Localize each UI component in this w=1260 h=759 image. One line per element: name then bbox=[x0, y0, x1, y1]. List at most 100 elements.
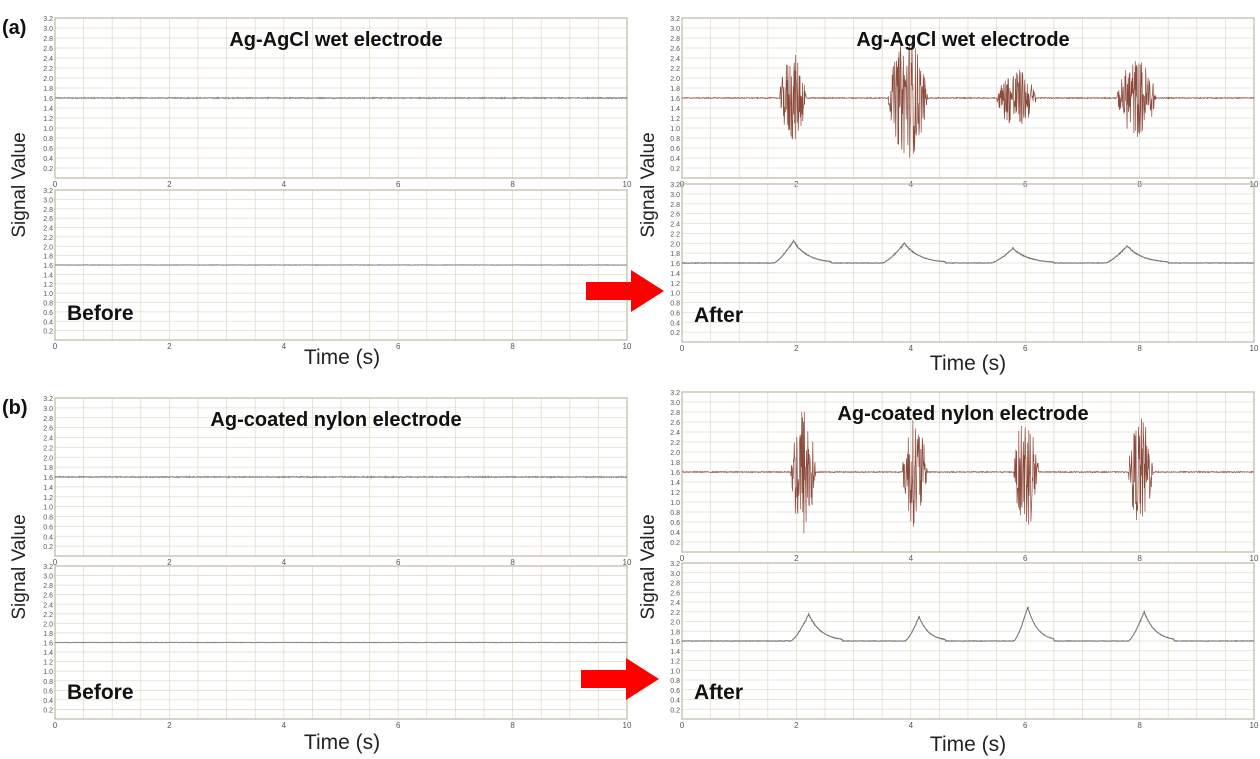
plot-b-after-emg: 0.2 0.4 0.6 0.8 1.0 1.2 1.4 1.6 1.8 2.0 2.2 2.4 2.6 2… bbox=[670, 390, 1259, 563]
y-tick-label: 0.4 bbox=[670, 320, 680, 327]
y-tick-label: 0.8 bbox=[670, 678, 680, 685]
y-tick-label: 1.8 bbox=[670, 460, 680, 467]
y-tick-label: 2.2 bbox=[43, 445, 53, 452]
x-tick-label: 10 bbox=[623, 558, 632, 567]
x-tick-label: 0 bbox=[53, 342, 58, 351]
x-tick-label: 4 bbox=[909, 344, 914, 353]
y-tick-label: 2.2 bbox=[670, 66, 680, 73]
x-tick-label: 8 bbox=[510, 342, 515, 351]
y-tick-label: 1.6 bbox=[43, 475, 53, 482]
x-tick-label: 6 bbox=[396, 558, 401, 567]
y-tick-label: 3.0 bbox=[43, 197, 53, 204]
y-tick-label: 2.8 bbox=[670, 410, 680, 417]
y-tick-label: 2.4 bbox=[670, 56, 680, 63]
y-tick-label: 0.4 bbox=[670, 530, 680, 537]
signal-line-b-before-emg bbox=[54, 475, 628, 480]
y-tick-label: 0.2 bbox=[43, 544, 53, 551]
y-tick-label: 2.0 bbox=[43, 76, 53, 83]
y-tick-label: 0.6 bbox=[43, 688, 53, 695]
y-tick-label: 1.0 bbox=[670, 500, 680, 507]
y-tick-label: 2.2 bbox=[670, 610, 680, 617]
y-tick-label: 0.8 bbox=[43, 679, 53, 686]
x-tick-label: 10 bbox=[1250, 554, 1259, 563]
plot-a-before-env: 0.2 0.4 0.6 0.8 1.0 1.2 1.4 1.6 1.8 2.0 2.2 2.4 2.6 2… bbox=[43, 188, 632, 351]
y-tick-label: 1.2 bbox=[670, 281, 680, 288]
plots-layer: 0.2 0.4 0.6 0.8 1.0 1.2 1.4 1.6 1.8 2.0 2.2 2.4 2.6 2… bbox=[43, 16, 1259, 730]
y-tick-label: 3.0 bbox=[43, 574, 53, 581]
y-tick-label: 1.4 bbox=[43, 272, 53, 279]
y-tick-label: 0.6 bbox=[43, 524, 53, 531]
y-tick-label: 3.0 bbox=[43, 26, 53, 33]
y-tick-label: 1.2 bbox=[43, 660, 53, 667]
y-tick-label: 1.2 bbox=[670, 659, 680, 666]
x-tick-label: 2 bbox=[167, 558, 172, 567]
y-tick-label: 1.6 bbox=[43, 641, 53, 648]
x-tick-label: 4 bbox=[909, 721, 914, 730]
y-tick-label: 2.6 bbox=[43, 426, 53, 433]
y-tick-label: 2.8 bbox=[43, 36, 53, 43]
state-label: Before bbox=[67, 681, 134, 704]
y-tick-label: 2.0 bbox=[43, 455, 53, 462]
y-tick-label: 2.8 bbox=[670, 581, 680, 588]
plot-title: Ag-AgCl wet electrode bbox=[229, 29, 442, 51]
plot-a-after-env: 0.2 0.4 0.6 0.8 1.0 1.2 1.4 1.6 1.8 2.0 2.2 2.4 2.6 2… bbox=[670, 182, 1259, 353]
y-tick-label: 2.2 bbox=[670, 440, 680, 447]
y-tick-label: 2.0 bbox=[670, 76, 680, 83]
y-tick-label: 0.2 bbox=[670, 540, 680, 547]
signal-line-a-before-emg bbox=[54, 96, 628, 100]
y-tick-label: 3.0 bbox=[670, 400, 680, 407]
y-tick-label: 1.2 bbox=[43, 116, 53, 123]
x-tick-label: 0 bbox=[53, 721, 58, 730]
x-tick-label: 8 bbox=[1137, 721, 1142, 730]
state-label: After bbox=[694, 304, 743, 327]
y-tick-label: 1.4 bbox=[670, 106, 680, 113]
ylabel-a-left: Signal Value bbox=[9, 132, 30, 237]
y-tick-label: 2.2 bbox=[43, 612, 53, 619]
y-tick-label: 0.6 bbox=[670, 310, 680, 317]
y-tick-label: 0.8 bbox=[670, 136, 680, 143]
x-tick-label: 0 bbox=[53, 180, 58, 189]
x-tick-label: 2 bbox=[167, 180, 172, 189]
x-tick-label: 0 bbox=[680, 344, 685, 353]
x-tick-label: 10 bbox=[623, 721, 632, 730]
y-tick-label: 0.6 bbox=[670, 146, 680, 153]
ylabel-b-right: Signal Value bbox=[638, 514, 659, 619]
x-tick-label: 2 bbox=[794, 554, 799, 563]
x-tick-label: 10 bbox=[623, 342, 632, 351]
y-tick-label: 2.8 bbox=[670, 36, 680, 43]
y-tick-label: 2.4 bbox=[670, 600, 680, 607]
y-tick-label: 0.4 bbox=[43, 319, 53, 326]
signal-line-b-after-emg bbox=[681, 411, 1255, 534]
x-tick-label: 2 bbox=[794, 721, 799, 730]
y-tick-label: 1.8 bbox=[43, 86, 53, 93]
arrow-right-b bbox=[581, 658, 659, 700]
x-tick-label: 2 bbox=[794, 344, 799, 353]
signal-line-a-after-emg bbox=[681, 44, 1255, 158]
x-tick-label: 0 bbox=[680, 721, 685, 730]
plot-title: Ag-coated nylon electrode bbox=[837, 403, 1088, 425]
y-tick-label: 3.0 bbox=[670, 571, 680, 578]
y-tick-label: 3.0 bbox=[670, 26, 680, 33]
y-tick-label: 0.2 bbox=[43, 166, 53, 173]
y-tick-label: 1.0 bbox=[43, 669, 53, 676]
y-tick-label: 0.2 bbox=[43, 707, 53, 714]
y-tick-label: 0.2 bbox=[670, 166, 680, 173]
y-tick-label: 1.0 bbox=[43, 291, 53, 298]
y-tick-label: 1.6 bbox=[670, 470, 680, 477]
y-tick-label: 1.0 bbox=[670, 126, 680, 133]
plot-b-before-emg: 0.2 0.4 0.6 0.8 1.0 1.2 1.4 1.6 1.8 2.0 2.2 2.4 2.6 2… bbox=[43, 396, 632, 567]
y-tick-label: 2.4 bbox=[670, 430, 680, 437]
y-tick-label: 1.8 bbox=[43, 631, 53, 638]
x-tick-label: 2 bbox=[167, 721, 172, 730]
y-tick-label: 1.2 bbox=[670, 116, 680, 123]
plot-b-before-env: 0.2 0.4 0.6 0.8 1.0 1.2 1.4 1.6 1.8 2.0 2.2 2.4 2.6 2… bbox=[43, 564, 632, 730]
y-tick-label: 2.6 bbox=[670, 420, 680, 427]
x-tick-label: 6 bbox=[396, 180, 401, 189]
y-tick-label: 0.8 bbox=[43, 136, 53, 143]
x-tick-label: 8 bbox=[510, 721, 515, 730]
y-tick-label: 2.6 bbox=[43, 46, 53, 53]
signal-line-a-after-env bbox=[682, 238, 1254, 264]
y-tick-label: 1.4 bbox=[670, 480, 680, 487]
xlabel-b-left: Time (s) bbox=[304, 731, 380, 754]
plot-b-after-env: 0.2 0.4 0.6 0.8 1.0 1.2 1.4 1.6 1.8 2.0 2.2 2.4 2.6 2… bbox=[670, 561, 1259, 730]
